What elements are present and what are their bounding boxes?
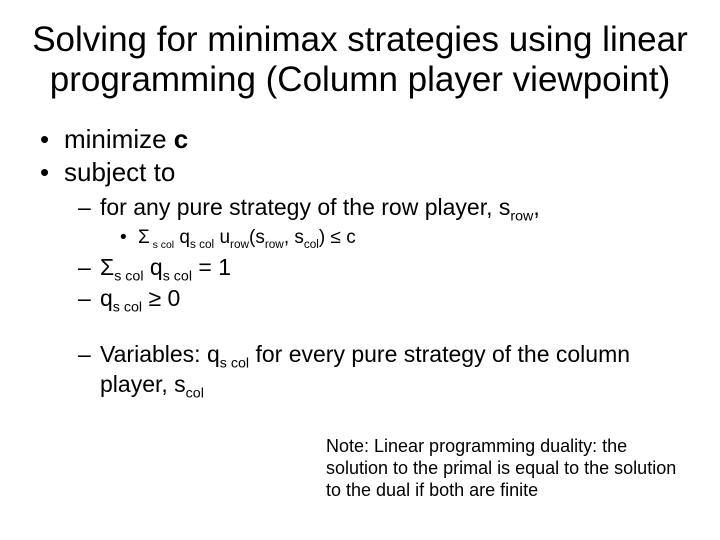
text-subject-to: subject to <box>64 157 175 187</box>
open-paren: (s <box>249 227 265 248</box>
close-leq: ) ≤ c <box>319 227 356 248</box>
q2-sub: s col <box>163 268 192 284</box>
q: q <box>174 227 190 248</box>
slide: Solving for minimax strategies using lin… <box>0 0 720 540</box>
vars-pre: Variables: q <box>100 341 220 367</box>
duality-note: Note: Linear programming duality: the so… <box>326 436 686 502</box>
bullet-sum-to-one: Σs col qs col = 1 <box>78 253 690 283</box>
mid-comma: , s <box>284 227 304 248</box>
bullet-minimize: minimize c <box>36 123 690 156</box>
bullet-list-lvl2: for any pure strategy of the row player,… <box>78 193 690 400</box>
text-row-prefix: for any pure strategy of the row player,… <box>100 194 510 220</box>
q3: q <box>100 285 113 311</box>
sigma2-sub: s col <box>114 268 143 284</box>
spacer <box>78 316 690 338</box>
bullet-variables: Variables: qs col for every pure strateg… <box>78 340 690 400</box>
bullet-row-strategy: for any pure strategy of the row player,… <box>78 193 690 251</box>
q2: q <box>144 254 163 280</box>
vars-colsub: col <box>186 386 204 402</box>
srow-sub: row <box>265 238 284 251</box>
q-sub: s col <box>190 238 214 251</box>
text-minimize: minimize c <box>64 124 188 154</box>
bold-c: c <box>174 124 188 154</box>
eq-one: = 1 <box>192 254 231 280</box>
sigma2: Σ <box>100 254 114 280</box>
bullet-list-lvl1: minimize c subject to for any pure strat… <box>36 123 690 401</box>
q3-sub: s col <box>113 300 142 316</box>
bullet-constraint: Σ s col qs col urow(srow, scol) ≤ c <box>120 225 690 251</box>
bullet-list-lvl3: Σ s col qs col urow(srow, scol) ≤ c <box>120 225 690 251</box>
u-sub: row <box>230 238 249 251</box>
slide-title: Solving for minimax strategies using lin… <box>30 20 690 101</box>
sigma-sub: s col <box>150 240 174 251</box>
u: u <box>214 227 230 248</box>
sub-row: row <box>510 209 533 225</box>
sigma: Σ <box>138 227 150 248</box>
bullet-nonneg: qs col ≥ 0 <box>78 284 690 314</box>
scol-sub: col <box>304 238 319 251</box>
vars-qsub: s col <box>220 356 249 372</box>
text-row-suffix: , <box>533 194 539 220</box>
bullet-subject-to: subject to for any pure strategy of the … <box>36 156 690 400</box>
geq-zero: ≥ 0 <box>142 285 180 311</box>
